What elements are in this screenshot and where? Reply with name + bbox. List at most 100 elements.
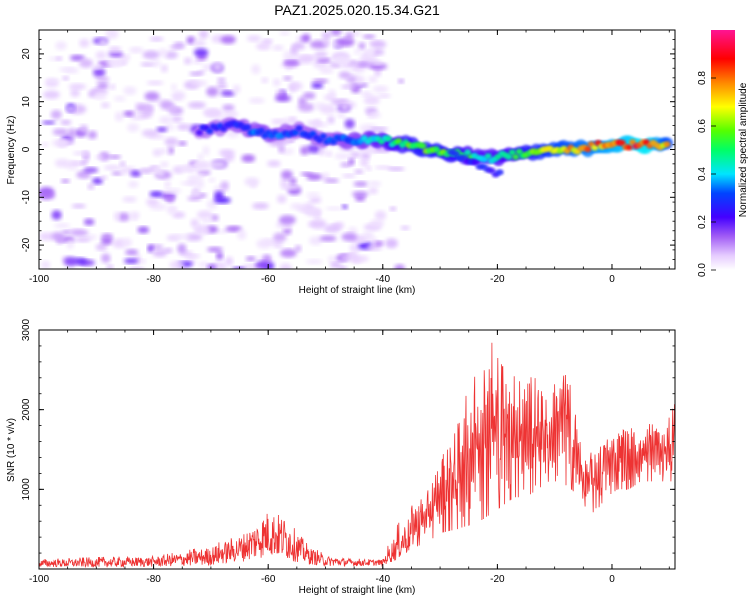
x-tick-label: 0 [609, 574, 615, 585]
heatmap-cell [95, 51, 107, 60]
heatmap-cell [360, 157, 369, 168]
heatmap-cell [272, 45, 284, 51]
ridge-core [584, 146, 592, 153]
heatmap-cell [172, 211, 186, 219]
heatmap-cell [313, 211, 321, 220]
heatmap-cell [70, 54, 85, 61]
heatmap-cell [122, 196, 137, 203]
heatmap-cell [301, 33, 311, 43]
heatmap-cell [337, 265, 347, 269]
heatmap-cell [322, 36, 330, 47]
ridge-core [618, 139, 626, 146]
heatmap-cell [369, 219, 385, 228]
x-tick-label: -40 [376, 274, 391, 285]
heatmap-cell [68, 128, 76, 138]
heatmap-cell [96, 82, 109, 88]
heatmap-cell [217, 77, 226, 83]
ridge-core [464, 149, 472, 156]
heatmap-cell [334, 153, 351, 160]
x-tick-label: -20 [490, 574, 505, 585]
heatmap-cell [46, 78, 60, 83]
heatmap-cell [232, 266, 245, 269]
heatmap-cell [214, 191, 224, 200]
heatmap-cell [100, 236, 113, 245]
heatmap-cell [273, 232, 287, 242]
heatmap-cell [146, 198, 160, 207]
heatmap-cell [70, 229, 89, 236]
heatmap-cell [41, 142, 49, 147]
heatmap-cell [167, 146, 175, 155]
heatmap-cell [306, 144, 322, 154]
ridge-core [508, 149, 516, 156]
heatmap-cell [309, 196, 322, 204]
heatmap-cell [241, 263, 257, 269]
heatmap-cell [95, 243, 108, 251]
heatmap-cell [325, 206, 344, 211]
heatmap-cell [340, 255, 352, 261]
heatmap-cell [370, 40, 387, 49]
heatmap-cell [105, 30, 119, 39]
heatmap-cell [341, 204, 348, 210]
heatmap-cell [193, 48, 209, 57]
heatmap-cell [261, 77, 269, 84]
ridge-core [385, 135, 392, 142]
y-tick-label: -20 [21, 237, 32, 252]
heatmap-cell [232, 84, 241, 94]
x-tick-label: -20 [490, 274, 505, 285]
heatmap-cell [279, 215, 296, 225]
heatmap-cell [316, 57, 332, 63]
heatmap-cell [311, 82, 324, 89]
heatmap-cell [62, 76, 70, 81]
heatmap-cell [159, 116, 173, 124]
heatmap-cell [337, 112, 346, 119]
heatmap-cell [355, 75, 366, 86]
heatmap-cell [95, 155, 105, 160]
heatmap-cell [144, 104, 155, 114]
heatmap-cell [279, 31, 290, 36]
heatmap-cell [207, 246, 223, 253]
heatmap-cell [55, 41, 67, 51]
y-tick-label: -10 [21, 190, 32, 205]
heatmap-cell [98, 38, 107, 46]
colorbar-tick-label: 0.8 [697, 71, 708, 85]
heatmap-cell [195, 179, 205, 189]
heatmap-cell [128, 266, 145, 269]
heatmap-cell [163, 188, 182, 194]
heatmap-cell [277, 144, 285, 154]
ridge-branch [459, 154, 468, 161]
heatmap-cell [180, 181, 198, 186]
heatmap-cell [340, 102, 349, 112]
heatmap-cell [327, 115, 335, 124]
heatmap-cell [171, 90, 186, 101]
heatmap-cell [348, 158, 355, 166]
heatmap-cell [177, 243, 187, 254]
heatmap-cell [368, 76, 378, 83]
heatmap-cell [355, 237, 371, 242]
heatmap-cell [360, 91, 373, 97]
heatmap-cell [76, 170, 92, 179]
heatmap-cell [225, 256, 234, 266]
snr-series-line [39, 342, 675, 569]
heatmap-cell [158, 48, 168, 57]
snr-x-axis: -100 -80 -60 -40 -20 0 [29, 330, 670, 585]
heatmap-cell [43, 90, 60, 99]
colorbar-tick-label: 0.0 [697, 263, 708, 277]
heatmap-cell [271, 118, 286, 125]
heatmap-cell [281, 170, 293, 180]
figure-title: PAZ1.2025.020.15.34.G21 [274, 2, 440, 18]
heatmap-cell [212, 62, 223, 72]
heatmap-cell [152, 148, 163, 157]
x-tick-label: -40 [376, 574, 391, 585]
heatmap-cell [349, 243, 361, 253]
heatmap-cell [164, 137, 179, 146]
heatmap-cell [187, 101, 206, 109]
ridge-core [663, 141, 671, 148]
heatmap-cell [373, 240, 384, 247]
heatmap-cell [124, 258, 139, 264]
heatmap-cell [152, 249, 168, 258]
heatmap-cell [151, 166, 163, 174]
heatmap-cell [302, 92, 316, 100]
heatmap-cell [291, 81, 303, 91]
